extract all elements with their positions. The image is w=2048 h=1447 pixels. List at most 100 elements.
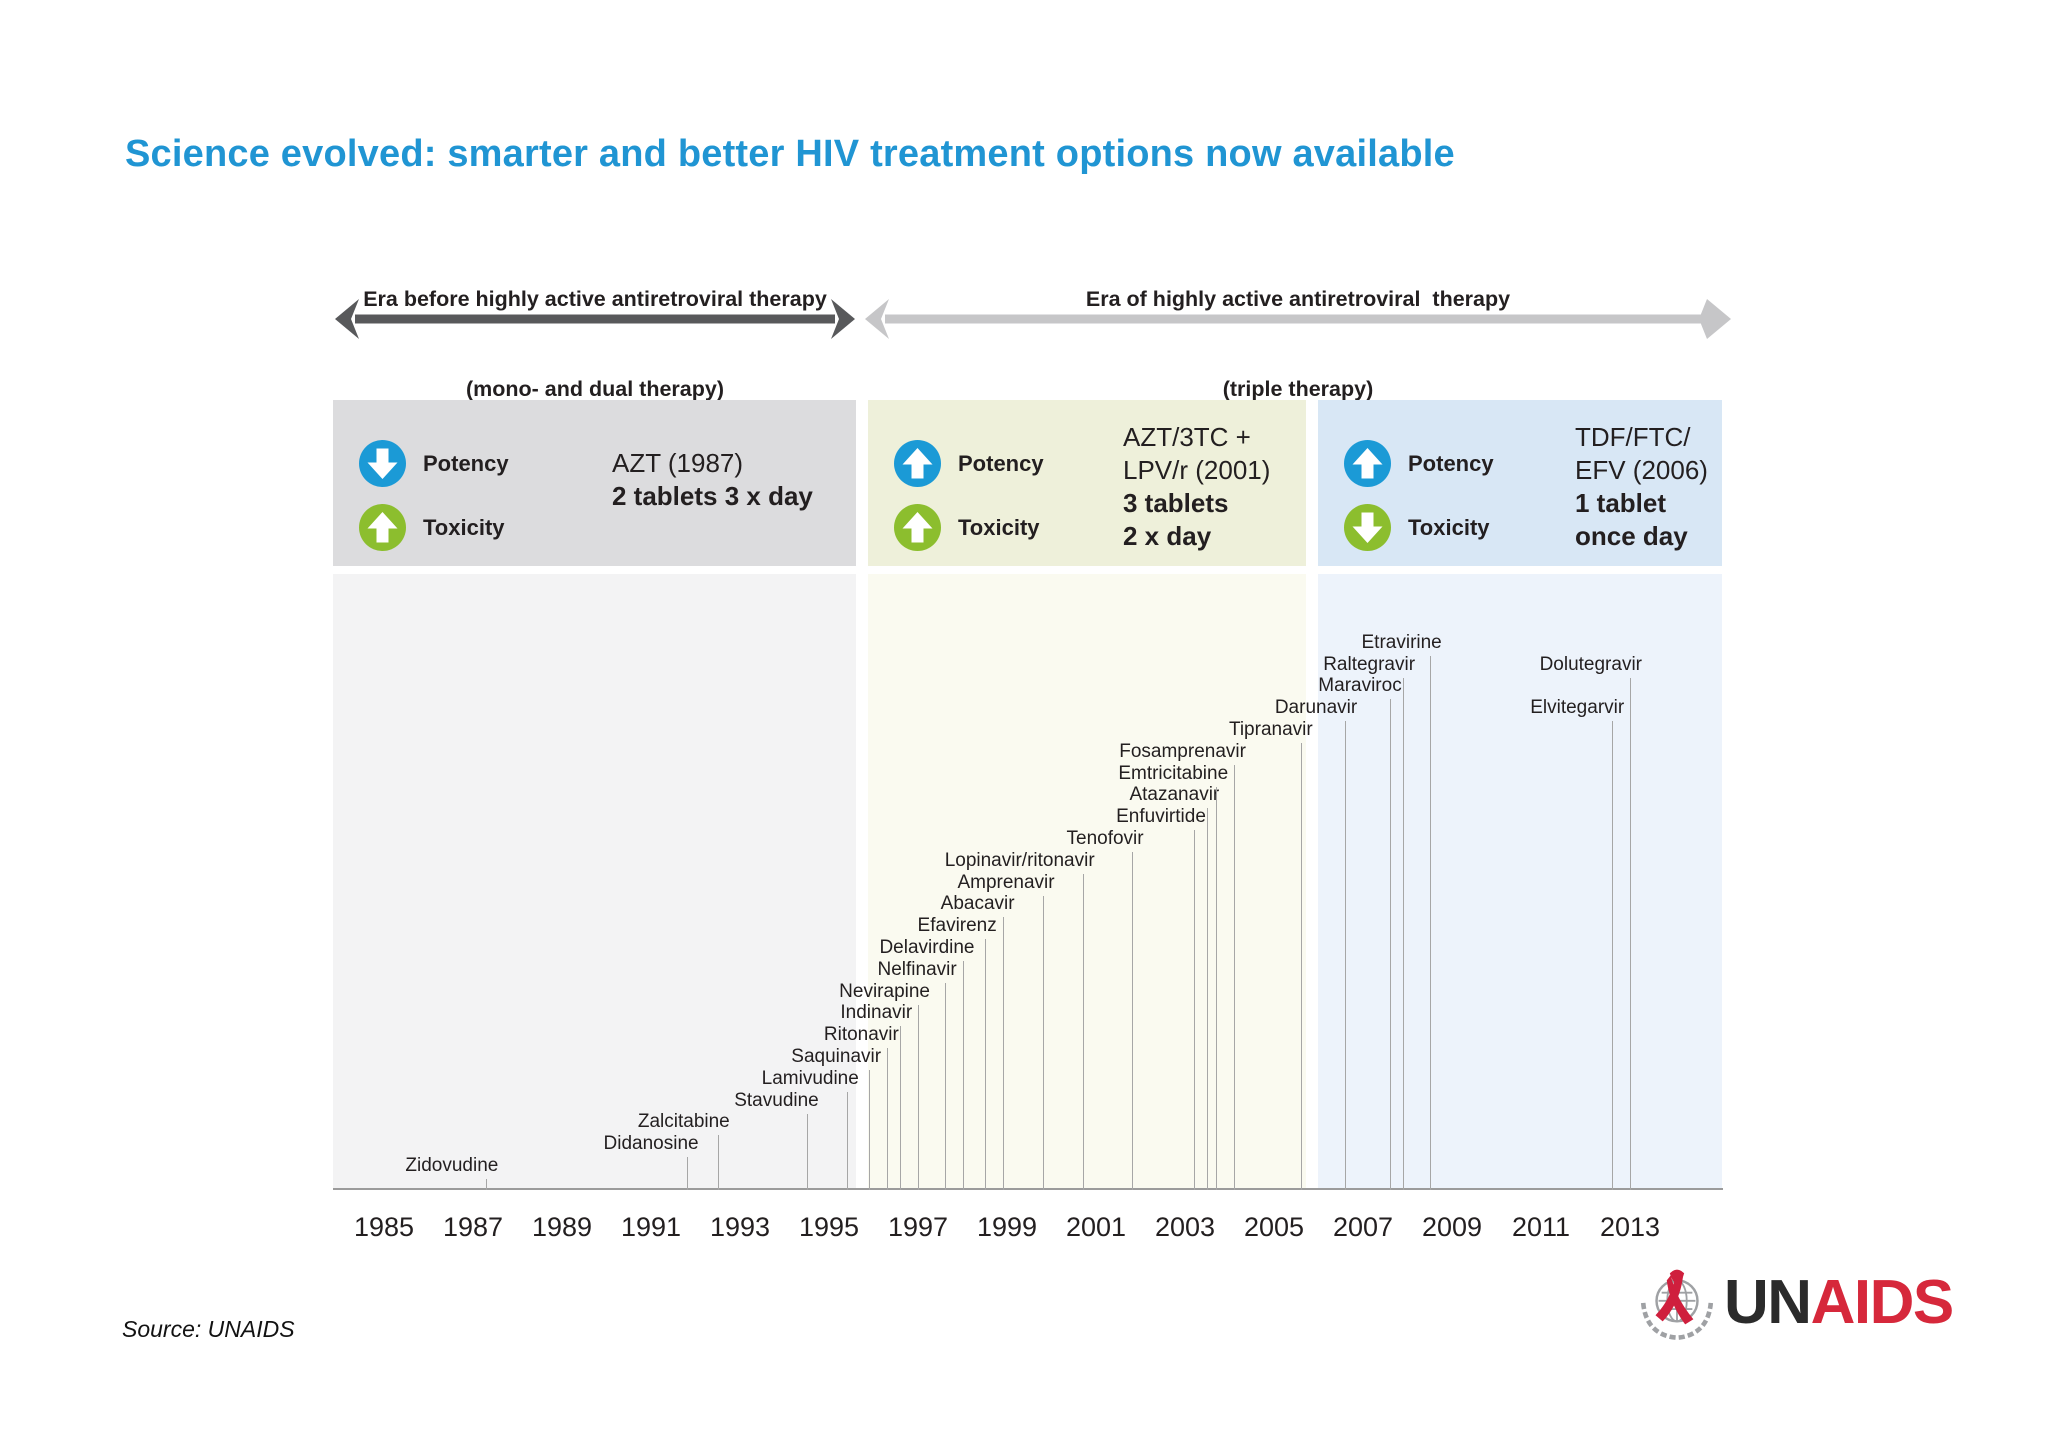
regimen-line: 3 tablets (1123, 488, 1229, 518)
page-title: Science evolved: smarter and better HIV … (125, 133, 1455, 175)
regimen-line: 2 x day (1123, 521, 1212, 551)
source-note: Source: UNAIDS (122, 1316, 295, 1342)
drug-label: Dolutegravir (1539, 653, 1642, 675)
drug-label: Etravirine (1361, 631, 1442, 653)
drug-label: Abacavir (940, 893, 1015, 915)
drug-approval-line (846, 1091, 848, 1190)
drug-approval-line (962, 961, 964, 1190)
drug-approval-line (1207, 808, 1209, 1190)
regimen-line: AZT (1987) (612, 448, 744, 478)
chart-section-mono-dual (333, 574, 856, 1190)
drug-approval-line (1612, 721, 1614, 1190)
drug-approval-line (1429, 655, 1431, 1190)
drug-label: Saquinavir (791, 1046, 882, 1067)
potency-label: Potency (1408, 450, 1494, 476)
drug-approval-line (886, 1048, 888, 1190)
double-arrow-icon (335, 299, 855, 339)
drug-approval-line (717, 1135, 719, 1190)
regimen-line: LPV/r (2001) (1123, 455, 1271, 485)
toxicity-arrow-icon (1344, 504, 1391, 551)
regimen-line: EFV (2006) (1575, 455, 1708, 485)
toxicity-label: Toxicity (1408, 514, 1490, 540)
era-label-line1: Era of highly active antiretroviral ther… (1085, 287, 1511, 311)
drug-approval-line (1630, 677, 1631, 1190)
drug-approval-line (1042, 895, 1044, 1190)
drug-label: Tenofovir (1066, 828, 1144, 849)
era-label-line1: Era before highly active antiretroviral … (363, 287, 827, 311)
toxicity-row: Toxicity (894, 504, 1040, 551)
toxicity-row: Toxicity (1344, 504, 1490, 551)
year-tick-label: 2011 (1511, 1212, 1571, 1242)
regimen-text: AZT (1987) 2 tablets 3 x day (612, 447, 813, 513)
logo-un-text: UN (1724, 1268, 1812, 1337)
drug-approval-line (1082, 873, 1084, 1190)
regimen-panel-tdf-ftc-efv: Potency Toxicity TDF/FTC/EFV (2006) 1 ta… (1318, 400, 1722, 566)
drug-label: Atazanavir (1129, 784, 1220, 806)
potency-arrow-icon (359, 440, 406, 487)
timeline-axis (333, 1188, 1723, 1190)
toxicity-arrow-icon (359, 504, 406, 551)
toxicity-label: Toxicity (958, 514, 1040, 540)
drug-approval-line (944, 982, 946, 1190)
drug-approval-line (486, 1179, 488, 1190)
drug-label: Enfuvirtide (1116, 806, 1206, 828)
drug-label: Darunavir (1274, 697, 1358, 719)
drug-approval-line (1403, 677, 1405, 1190)
drug-label: Delavirdine (879, 937, 975, 958)
regimen-dose-lines: 3 tablets 2 x day (1123, 487, 1270, 553)
double-arrow-icon (865, 299, 1731, 339)
year-tick-label: 2013 (1599, 1212, 1661, 1242)
drug-label: Raltegravir (1323, 653, 1416, 675)
chart-section-triple (868, 574, 1306, 1190)
era-label-haart: Era of highly active antiretroviral ther… (948, 224, 1648, 464)
regimen-panel-azt: Potency Toxicity AZT (1987) 2 tablets 3 … (333, 400, 856, 566)
drug-approval-line (869, 1070, 871, 1190)
drug-approval-line (900, 1026, 902, 1190)
drug-label: Fosamprenavir (1119, 740, 1246, 762)
regimen-panel-azt3tc-lpvr: Potency Toxicity AZT/3TC + LPV/r (2001) 3… (868, 400, 1306, 566)
potency-arrow-icon (894, 440, 941, 487)
drug-approval-line (1216, 786, 1218, 1190)
year-tick-label: 1993 (709, 1212, 771, 1242)
drug-label: Nelfinavir (877, 958, 957, 980)
drug-approval-line (1300, 743, 1302, 1190)
chart-section-single-tablet (1318, 574, 1722, 1190)
regimen-dose-lines: 2 tablets 3 x day (612, 480, 813, 513)
year-tick-label: 1999 (976, 1212, 1038, 1242)
drug-label: Indinavir (840, 1002, 913, 1024)
drug-label: Nevirapine (839, 980, 930, 1002)
drug-label: Stavudine (734, 1089, 819, 1111)
drug-label: Elvitegarvir (1530, 697, 1625, 719)
potency-row: Potency (894, 440, 1044, 487)
year-tick-label: 2005 (1243, 1212, 1305, 1242)
year-tick-label: 2001 (1065, 1212, 1127, 1242)
drug-label: Maraviroc (1318, 675, 1402, 697)
regimen-line: once day (1575, 521, 1688, 551)
regimen-dose-lines: 1 tablet once day (1575, 487, 1708, 553)
era-label-before-haart: Era before highly active antiretroviral … (295, 224, 895, 464)
year-tick-label: 1995 (798, 1212, 860, 1242)
drug-approval-line (1233, 764, 1235, 1190)
potency-row: Potency (1344, 440, 1494, 487)
regimen-line: AZT/3TC + (1123, 422, 1251, 452)
potency-label: Potency (958, 450, 1044, 476)
toxicity-row: Toxicity (359, 504, 505, 551)
potency-arrow-icon (1344, 440, 1391, 487)
drug-approval-line (1389, 699, 1391, 1190)
unaids-logo: UNAIDS (1724, 1272, 1954, 1334)
drug-approval-line (1345, 721, 1347, 1190)
potency-label: Potency (423, 450, 509, 476)
un-emblem-icon (1640, 1269, 1714, 1341)
drug-label: Zalcitabine (637, 1111, 730, 1133)
drug-label: Emtricitabine (1118, 762, 1229, 784)
toxicity-label: Toxicity (423, 514, 505, 540)
drug-label: Ritonavir (823, 1024, 899, 1046)
potency-row: Potency (359, 440, 509, 487)
era-label-line2: (mono- and dual therapy) (466, 377, 724, 401)
regimen-line: TDF/FTC/ (1575, 422, 1691, 452)
drug-approval-line (1002, 917, 1004, 1190)
year-tick-label: 1985 (353, 1212, 415, 1242)
drug-approval-line (984, 939, 986, 1190)
